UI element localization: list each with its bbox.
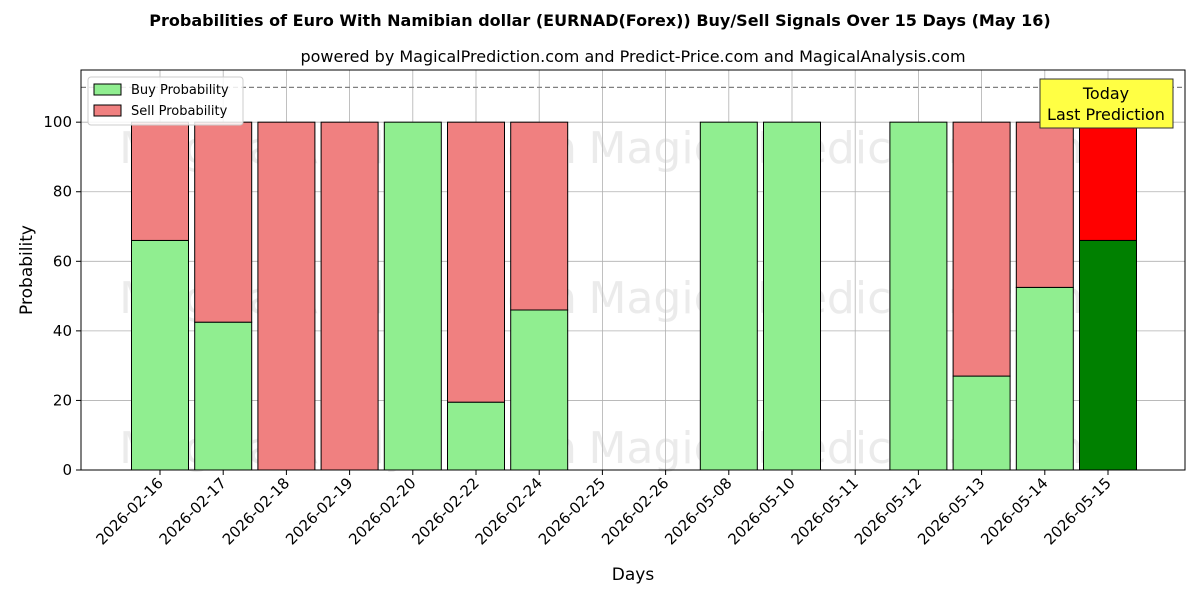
bar-sell-2026-02-18 — [257, 121, 316, 471]
bar-buy-2026-05-12 — [889, 121, 948, 471]
x-tick-label: 2026-02-20 — [345, 474, 419, 548]
bar-buy-2026-05-08 — [699, 121, 758, 471]
bar-sell-2026-05-13 — [952, 121, 1011, 377]
x-tick-label: 2026-05-08 — [661, 474, 735, 548]
x-axis-ticks: 2026-02-162026-02-172026-02-182026-02-19… — [92, 470, 1115, 548]
x-tick-label: 2026-02-17 — [156, 474, 230, 548]
x-tick-label: 2026-02-16 — [92, 474, 166, 548]
bar-sell-2026-02-22 — [447, 121, 505, 403]
y-axis-label: Probability — [17, 225, 37, 315]
bar-sell-2026-02-17 — [194, 121, 253, 323]
x-axis-label: Days — [612, 565, 655, 585]
bar-buy-2026-02-24 — [510, 309, 569, 471]
today-annotation: Today Last Prediction — [1039, 78, 1174, 129]
legend-swatch — [93, 83, 122, 96]
bar-sell-2026-02-24 — [510, 121, 569, 311]
bar-buy-2026-05-10 — [763, 121, 821, 471]
legend: Buy Probability Sell Probability — [87, 76, 244, 126]
x-tick-label: 2026-05-11 — [788, 474, 862, 548]
x-tick-label: 2026-05-15 — [1040, 474, 1114, 548]
y-tick-label: 100 — [43, 113, 72, 131]
bar-buy-2026-05-15 — [1079, 239, 1137, 471]
bars — [131, 121, 1137, 471]
y-tick-label: 0 — [62, 461, 72, 479]
y-axis-ticks: 0 20 40 60 80 100 — [43, 113, 81, 479]
bar-sell-2026-02-16 — [131, 121, 189, 241]
x-tick-label: 2026-02-18 — [219, 474, 293, 548]
annotation-box — [1039, 78, 1174, 129]
chart-title: Probabilities of Euro With Namibian doll… — [149, 11, 1050, 30]
chart-subtitle: powered by MagicalPrediction.com and Pre… — [300, 47, 965, 66]
bar-sell-2026-05-15 — [1079, 121, 1137, 241]
legend-label: Buy Probability — [131, 83, 229, 98]
bar-sell-2026-02-19 — [320, 121, 379, 471]
x-tick-label: 2026-02-25 — [535, 474, 609, 548]
bar-buy-2026-02-22 — [447, 401, 505, 471]
y-tick-label: 60 — [53, 252, 72, 270]
bar-buy-2026-02-17 — [194, 321, 253, 471]
bar-sell-2026-05-14 — [1015, 121, 1074, 288]
legend-label: Sell Probability — [131, 104, 228, 119]
y-tick-label: 40 — [53, 322, 72, 340]
x-tick-label: 2026-02-26 — [598, 474, 672, 548]
x-tick-label: 2026-02-24 — [472, 474, 546, 548]
legend-swatch — [93, 104, 122, 117]
bar-buy-2026-05-14 — [1015, 286, 1074, 471]
bar-buy-2026-02-16 — [131, 239, 189, 471]
plot-frame — [80, 69, 1186, 471]
y-tick-label: 20 — [53, 391, 72, 409]
x-tick-label: 2026-05-10 — [724, 474, 798, 548]
legend-box — [87, 76, 244, 126]
bar-buy-2026-05-13 — [952, 375, 1011, 471]
x-tick-label: 2026-02-22 — [408, 474, 482, 548]
x-tick-label: 2026-05-14 — [977, 474, 1051, 548]
annotation-line: Today — [1082, 84, 1129, 103]
x-tick-label: 2026-02-19 — [282, 474, 356, 548]
x-tick-label: 2026-05-12 — [851, 474, 925, 548]
annotation-line: Last Prediction — [1047, 105, 1165, 124]
x-tick-label: 2026-05-13 — [914, 474, 988, 548]
bar-buy-2026-02-20 — [383, 121, 442, 471]
y-tick-label: 80 — [53, 183, 72, 201]
